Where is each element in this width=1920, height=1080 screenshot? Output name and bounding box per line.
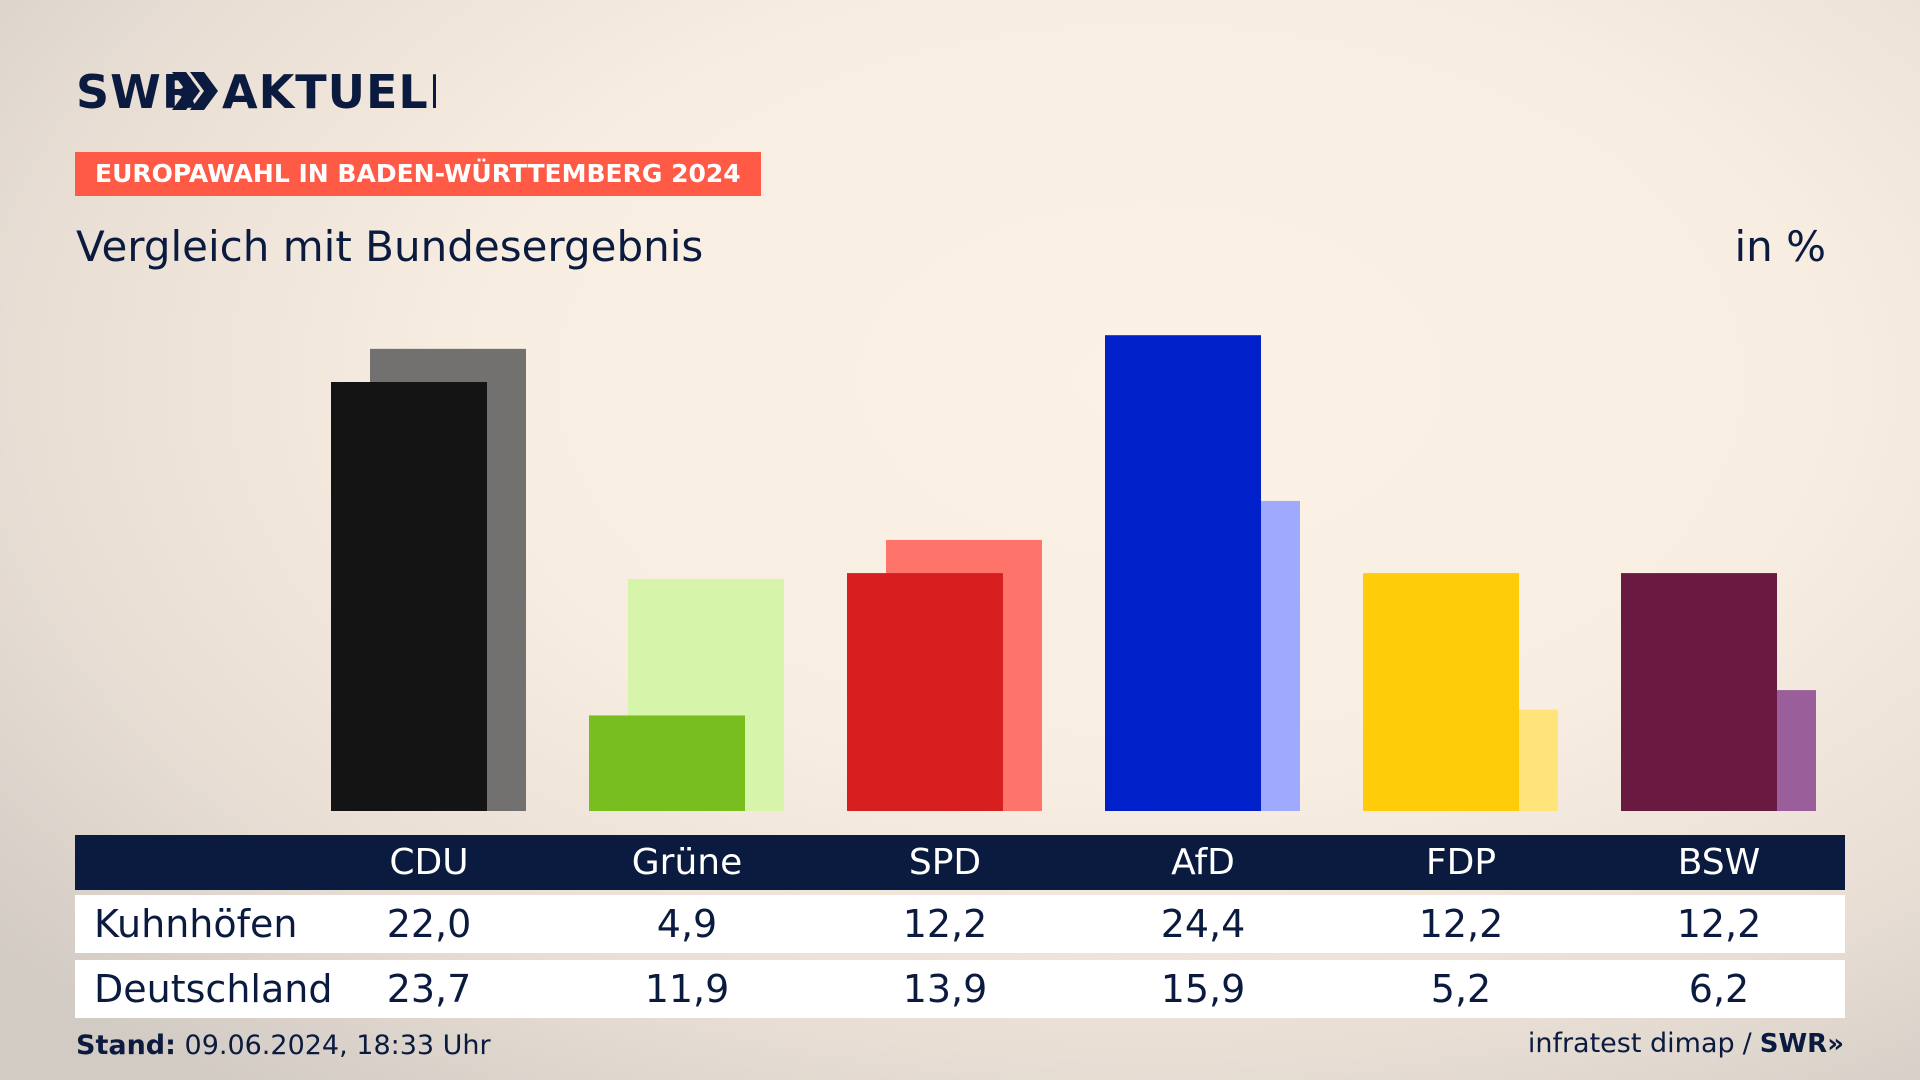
header-fdp: FDP [1425, 842, 1497, 883]
footer-logo-text: SWR [1759, 1028, 1828, 1059]
value-deutschland-fdp: 5,2 [1430, 967, 1492, 1011]
unit-label: in % [1734, 222, 1826, 271]
value-deutschland-gruene: 11,9 [644, 967, 730, 1011]
footer-stand: Stand: 09.06.2024, 18:33 Uhr [76, 1030, 491, 1061]
row-label-deutschland: Deutschland [94, 967, 333, 1011]
bar-kuhnhoefen-gruene [589, 715, 745, 811]
value-kuhnhoefen-cdu: 22,0 [386, 902, 472, 946]
bar-kuhnhoefen-fdp [1363, 573, 1519, 811]
header-gruene: Grüne [631, 842, 743, 883]
value-deutschland-spd: 13,9 [902, 967, 988, 1011]
value-deutschland-cdu: 23,7 [386, 967, 472, 1011]
results-table: CDU Grüne SPD AfD FDP BSW Kuhnhöfen 22,0 4,9 12… [75, 835, 1845, 1018]
value-kuhnhoefen-spd: 12,2 [902, 902, 988, 946]
bar-kuhnhoefen-bsw [1621, 573, 1777, 811]
swr-aktuell-logo: SWR AKTUELL [76, 66, 436, 116]
value-deutschland-bsw: 6,2 [1688, 967, 1750, 1011]
footer-source: infratest dimap / SWR» [1528, 1028, 1844, 1059]
table-row-deutschland: Deutschland 23,7 11,9 13,9 15,9 5,2 6,2 [75, 960, 1845, 1018]
source-text: infratest dimap [1527, 1028, 1735, 1059]
source-separator: / [1742, 1028, 1752, 1059]
stand-value: 09.06.2024, 18:33 Uhr [184, 1030, 491, 1061]
header-bsw: BSW [1677, 842, 1761, 883]
stand-label: Stand: [76, 1030, 176, 1061]
bar-kuhnhoefen-cdu [331, 382, 487, 811]
logo-aktuell-text: AKTUELL [222, 66, 436, 116]
table-header: CDU Grüne SPD AfD FDP BSW [75, 835, 1845, 890]
footer-swr-logo: SWR» [1760, 1029, 1844, 1059]
header-spd: SPD [908, 842, 982, 883]
election-ribbon: EUROPAWAHL IN BADEN-WÜRTTEMBERG 2024 [75, 152, 761, 196]
header-cdu: CDU [389, 842, 469, 883]
footer-chevrons-icon: » [1827, 1028, 1844, 1059]
value-kuhnhoefen-afd: 24,4 [1160, 902, 1246, 946]
table-row-kuhnhoefen: Kuhnhöfen 22,0 4,9 12,2 24,4 12,2 12,2 [75, 895, 1845, 953]
row-label-kuhnhoefen: Kuhnhöfen [94, 902, 298, 946]
chevrons-icon [172, 72, 218, 110]
chart-subtitle: Vergleich mit Bundesergebnis [76, 222, 704, 271]
value-kuhnhoefen-gruene: 4,9 [656, 902, 718, 946]
bar-kuhnhoefen-afd [1105, 335, 1261, 811]
value-kuhnhoefen-bsw: 12,2 [1676, 902, 1762, 946]
value-deutschland-afd: 15,9 [1160, 967, 1246, 1011]
bar-chart [331, 335, 1816, 811]
bar-kuhnhoefen-spd [847, 573, 1003, 811]
header-afd: AfD [1171, 842, 1235, 883]
value-kuhnhoefen-fdp: 12,2 [1418, 902, 1504, 946]
